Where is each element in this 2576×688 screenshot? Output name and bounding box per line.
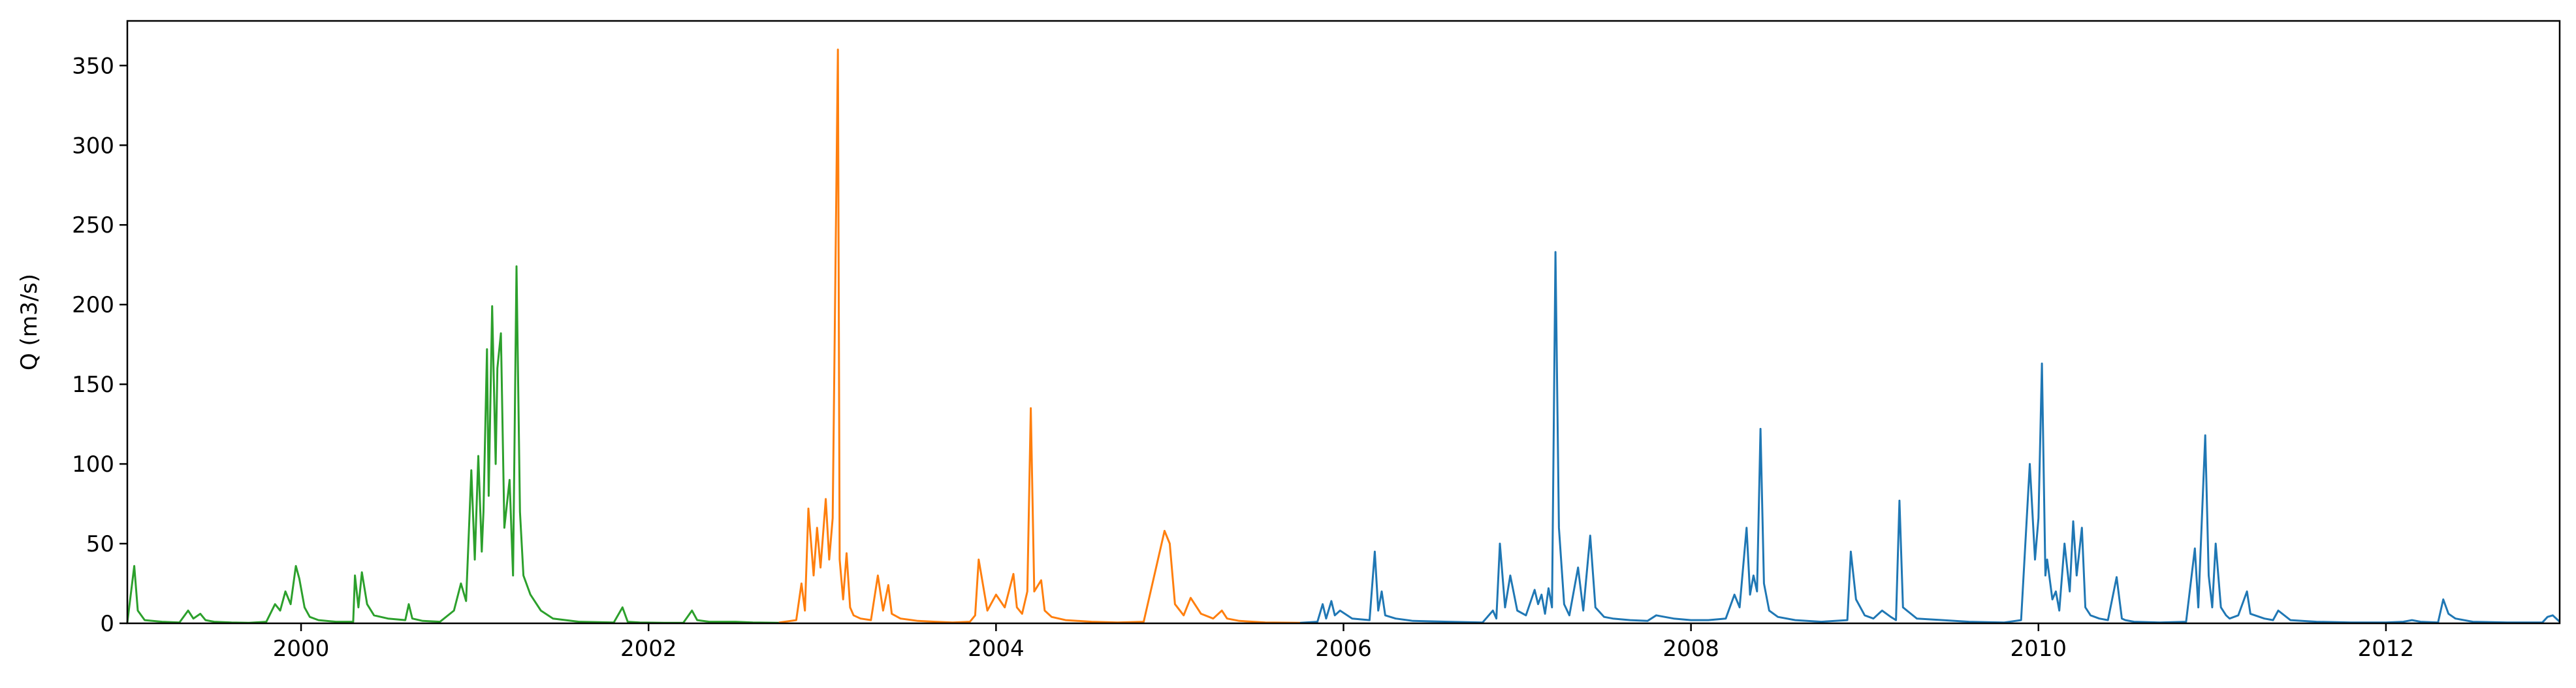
y-tick-label-200: 200 xyxy=(72,292,114,318)
x-tick-label-2000: 2000 xyxy=(273,636,330,662)
y-tick-label-50: 50 xyxy=(86,531,114,557)
y-tick-label-350: 350 xyxy=(72,53,114,79)
x-tick-label-2004: 2004 xyxy=(968,636,1025,662)
y-tick-label-250: 250 xyxy=(72,212,114,238)
y-tick-label-300: 300 xyxy=(72,133,114,159)
y-tick-label-150: 150 xyxy=(72,372,114,398)
y-tick-label-0: 0 xyxy=(100,611,114,637)
plot-frame xyxy=(126,20,2561,625)
x-tick-label-2006: 2006 xyxy=(1315,636,1372,662)
y-axis: 0 50 100 150 200 250 300 350 xyxy=(72,53,127,637)
x-tick-label-2002: 2002 xyxy=(620,636,677,662)
y-axis-label: Q (m3/s) xyxy=(16,274,42,370)
y-tick-label-100: 100 xyxy=(72,451,114,478)
series-line-2 xyxy=(1299,251,2561,624)
x-axis: 2000 2002 2004 2006 2008 2010 2012 xyxy=(273,623,2414,662)
x-tick-label-2008: 2008 xyxy=(1662,636,1719,662)
x-tick-label-2010: 2010 xyxy=(2011,636,2067,662)
x-tick-label-2012: 2012 xyxy=(2358,636,2415,662)
series-line-1 xyxy=(778,48,1301,624)
